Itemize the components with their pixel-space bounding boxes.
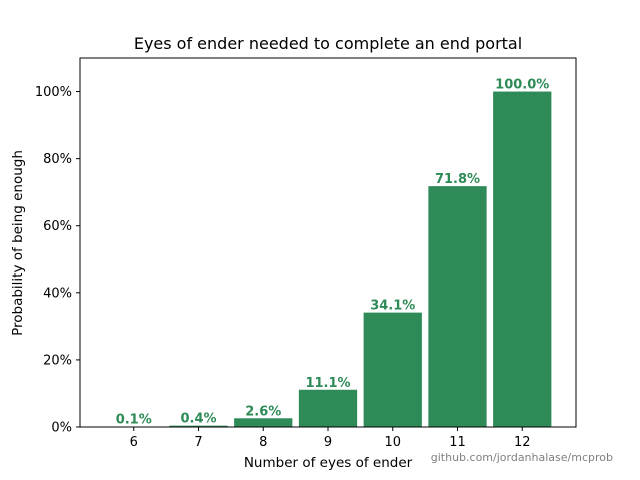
plot-area: 0.1% 0.4% 2.6% 11.1% 34.1% 71.8% 100.0% 6 7 8 9 10 1…: [35, 57, 577, 450]
chart-title: Eyes of ender needed to complete an end …: [134, 34, 522, 53]
bar-12: [493, 91, 552, 428]
x-tick-label-8: 8: [259, 435, 267, 450]
bar-11: [428, 186, 487, 427]
bar-7: [169, 425, 228, 427]
data-label-9: 11.1%: [305, 376, 350, 391]
bar-8: [234, 418, 293, 427]
y-tick-label-100: 100%: [35, 85, 72, 100]
data-label-10: 34.1%: [370, 299, 415, 314]
bar-10: [363, 312, 422, 427]
y-tick-label-0: 0%: [51, 421, 72, 436]
credit-text: github.com/jordanhalase/mcprob: [431, 451, 613, 464]
x-tick-label-6: 6: [130, 435, 138, 450]
x-axis-label: Number of eyes of ender: [244, 455, 413, 471]
bar-9: [298, 389, 358, 427]
y-tick-label-80: 80%: [43, 152, 72, 167]
x-tick-label-7: 7: [194, 435, 202, 450]
x-tick-label-12: 12: [514, 435, 531, 450]
x-tick-label-10: 10: [384, 435, 401, 450]
data-label-11: 71.8%: [435, 172, 480, 187]
x-tick-label-11: 11: [449, 435, 466, 450]
x-tick-label-9: 9: [324, 435, 332, 450]
data-label-12: 100.0%: [495, 78, 549, 93]
y-tick-label-60: 60%: [43, 219, 72, 234]
data-label-6: 0.1%: [116, 413, 152, 428]
data-label-7: 0.4%: [180, 412, 216, 427]
y-axis-label: Probability of being enough: [10, 150, 26, 336]
y-tick-label-20: 20%: [43, 353, 72, 368]
data-label-8: 2.6%: [245, 404, 281, 419]
y-tick-label-40: 40%: [43, 286, 72, 301]
